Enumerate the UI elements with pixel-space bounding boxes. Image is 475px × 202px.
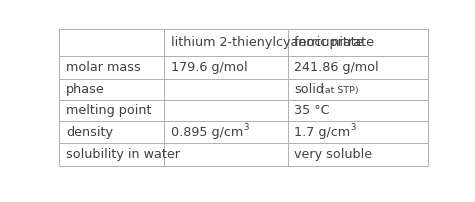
Text: 3: 3 — [243, 123, 249, 132]
Text: 3: 3 — [351, 123, 356, 132]
Text: melting point: melting point — [66, 104, 152, 117]
Text: (at STP): (at STP) — [321, 86, 358, 95]
Text: lithium 2-thienylcyanocuprate: lithium 2-thienylcyanocuprate — [171, 36, 363, 49]
Text: 1.7 g/cm: 1.7 g/cm — [294, 126, 351, 139]
Text: very soluble: very soluble — [294, 148, 372, 161]
Text: molar mass: molar mass — [66, 61, 141, 74]
Text: ferric nitrate: ferric nitrate — [294, 36, 374, 49]
Text: 35 °C: 35 °C — [294, 104, 330, 117]
Text: 241.86 g/mol: 241.86 g/mol — [294, 61, 379, 74]
Text: density: density — [66, 126, 113, 139]
Text: solid: solid — [294, 83, 324, 97]
Text: solubility in water: solubility in water — [66, 148, 180, 161]
Text: 0.895 g/cm: 0.895 g/cm — [171, 126, 243, 139]
Text: 179.6 g/mol: 179.6 g/mol — [171, 61, 247, 74]
Text: phase: phase — [66, 83, 105, 97]
